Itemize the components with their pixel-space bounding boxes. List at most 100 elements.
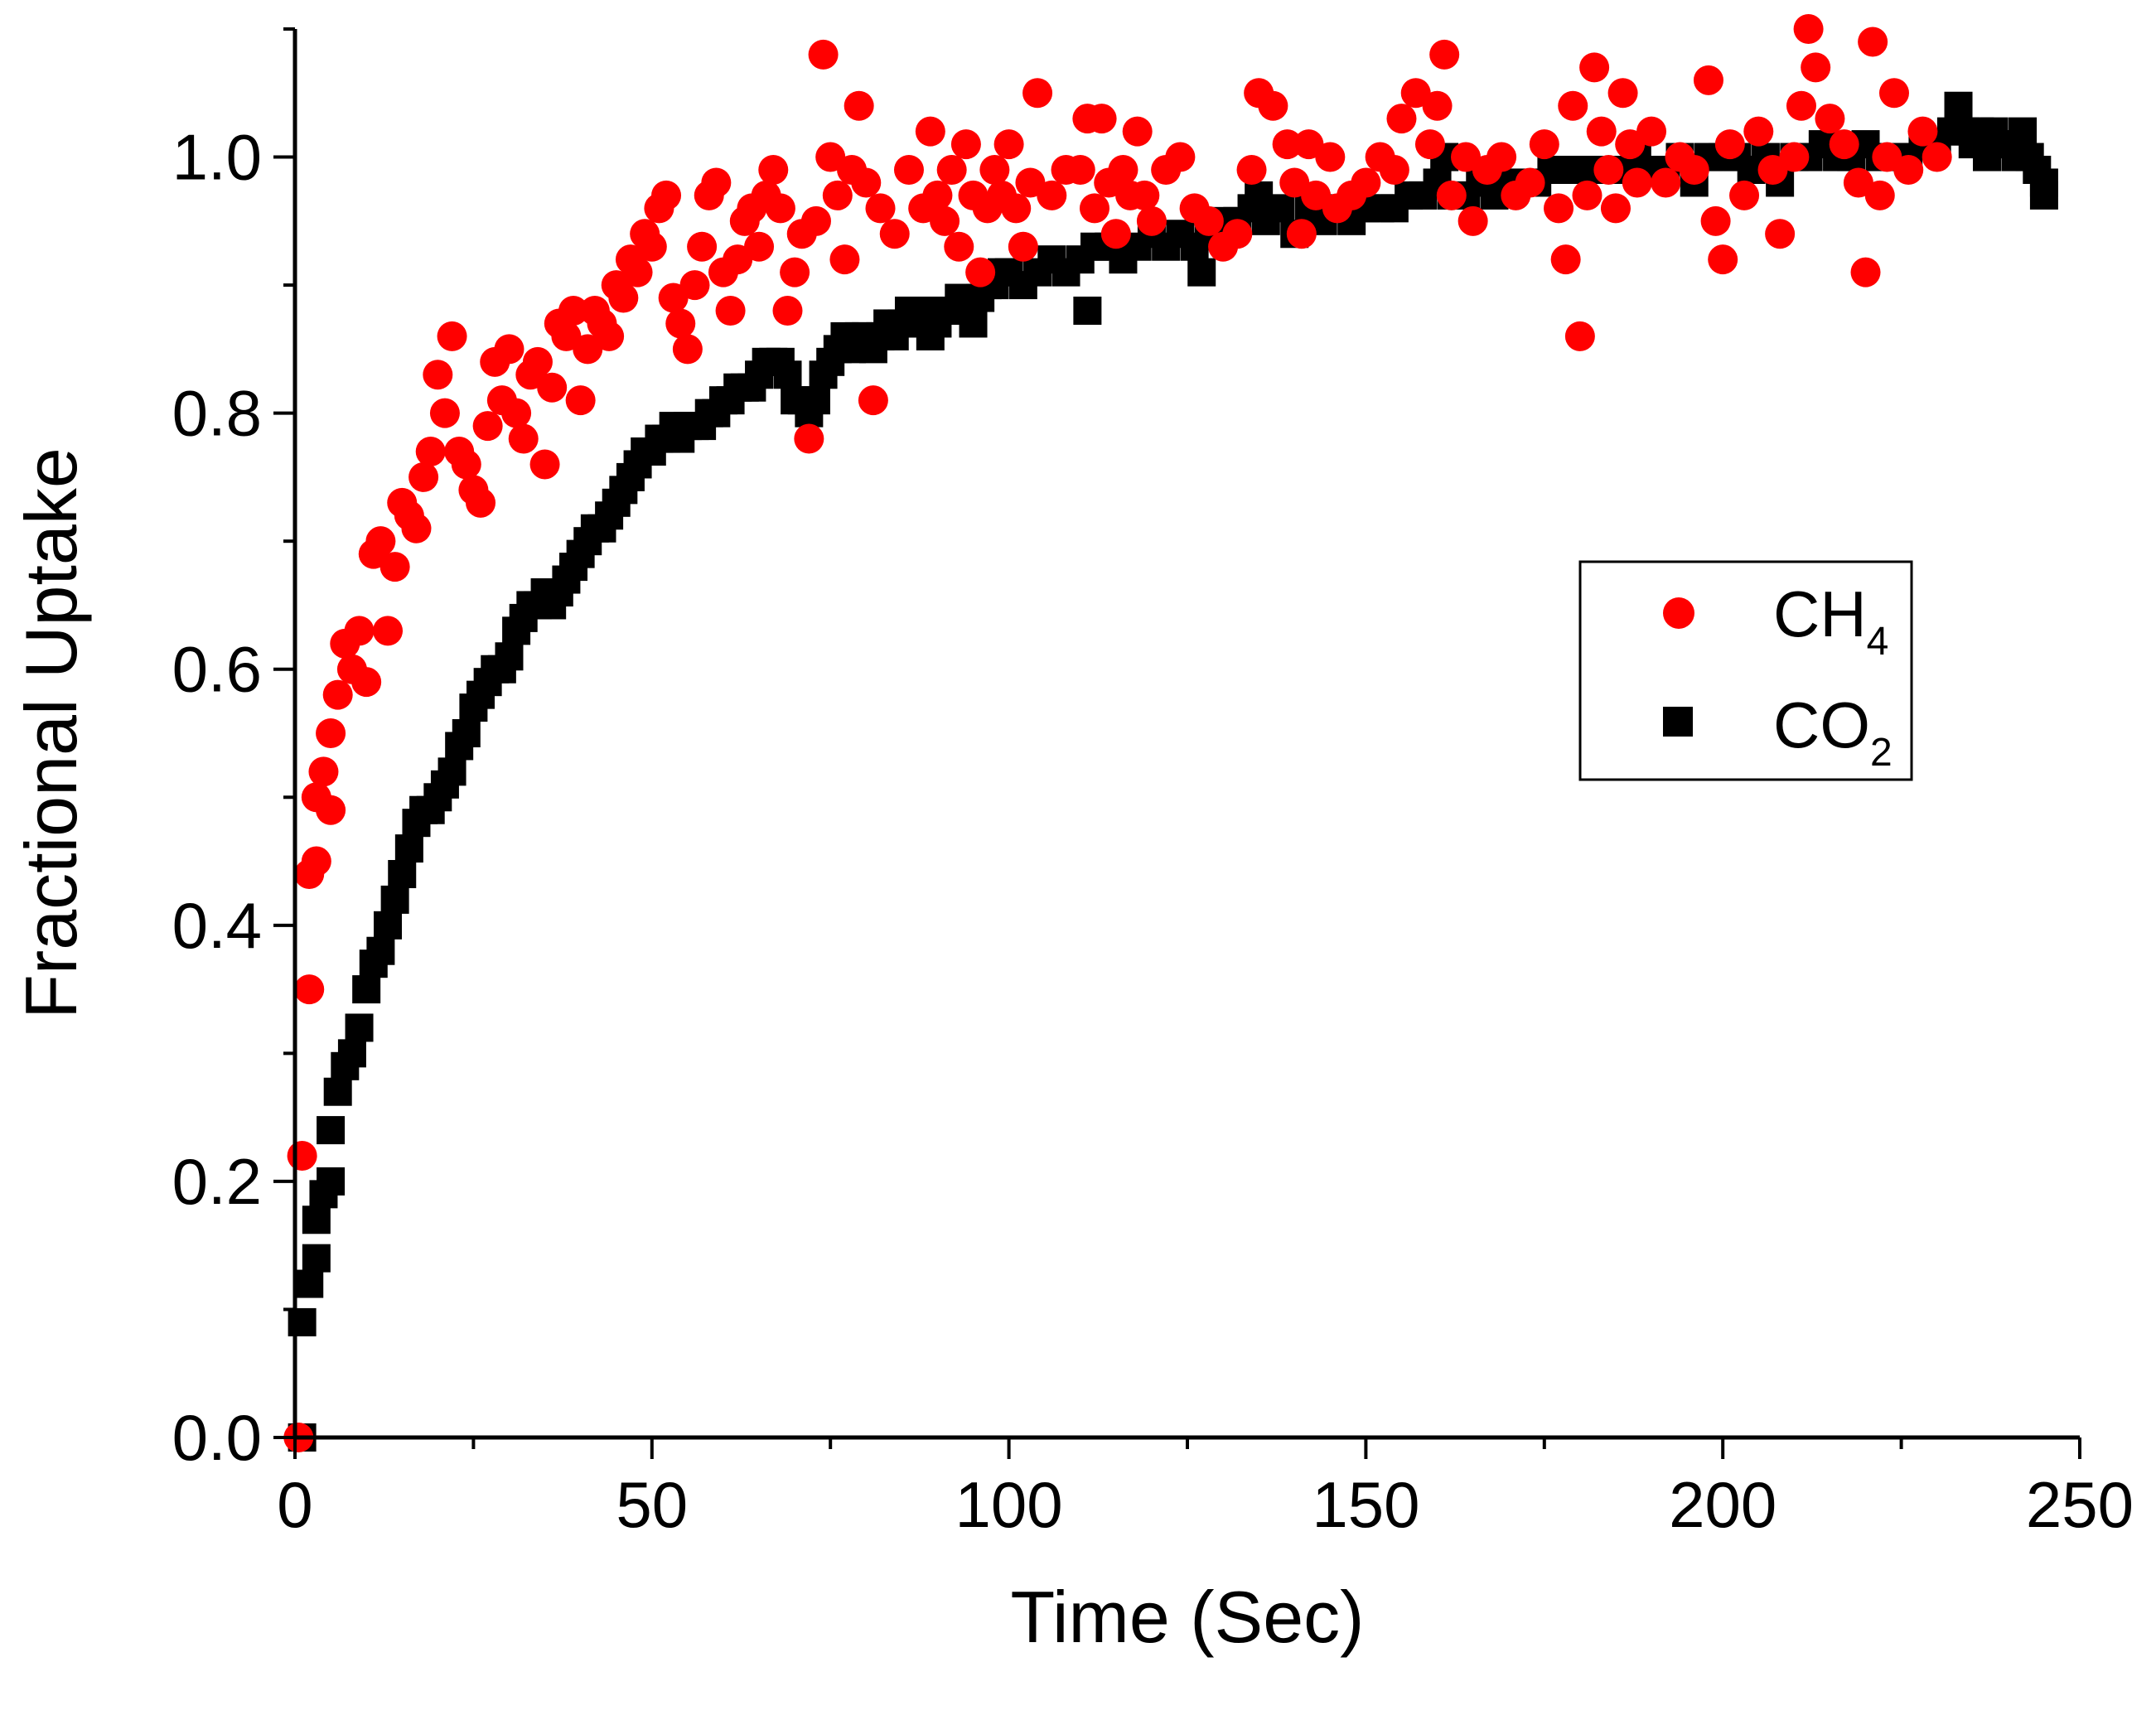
data-point-ch4 xyxy=(1015,167,1046,198)
data-point-ch4 xyxy=(565,385,596,416)
data-point-ch4 xyxy=(373,616,404,646)
data-point-ch4 xyxy=(815,142,846,172)
data-point-ch4 xyxy=(1351,167,1381,198)
x-tick-label: 200 xyxy=(1669,1468,1777,1541)
data-point-ch4 xyxy=(1729,180,1760,210)
legend-label-ch4-sub: 4 xyxy=(1867,620,1889,664)
x-tick-label: 150 xyxy=(1312,1468,1419,1541)
data-point-ch4 xyxy=(529,449,560,480)
legend: CH4 CO2 xyxy=(1578,560,1913,781)
data-point-ch4 xyxy=(723,244,753,275)
data-point-ch4 xyxy=(1651,167,1681,198)
data-point-ch4 xyxy=(429,398,460,428)
plot-marks xyxy=(283,14,2058,1452)
data-point-ch4 xyxy=(1422,90,1453,121)
data-point-ch4 xyxy=(936,155,967,185)
data-point-ch4 xyxy=(1414,129,1445,160)
data-point-ch4 xyxy=(1129,180,1160,210)
data-point-ch4 xyxy=(1193,205,1224,236)
data-point-ch4 xyxy=(1486,142,1517,172)
legend-label-co2: CO2 xyxy=(1773,688,1893,775)
data-point-ch4 xyxy=(930,205,960,236)
data-point-ch4 xyxy=(715,296,746,326)
data-point-ch4 xyxy=(1872,142,1902,172)
data-point-ch4 xyxy=(1793,14,1824,44)
data-point-co2 xyxy=(366,936,395,965)
data-point-ch4 xyxy=(858,385,888,416)
data-point-co2 xyxy=(2029,181,2058,210)
y-ticks: 0.0 0.2 0.4 0.6 0.8 1.0 xyxy=(172,27,295,1474)
data-point-ch4 xyxy=(1079,193,1109,224)
data-point-ch4 xyxy=(744,231,775,262)
data-point-ch4 xyxy=(1679,155,1709,185)
data-point-ch4 xyxy=(1757,155,1788,185)
data-point-ch4 xyxy=(423,360,453,390)
data-point-ch4 xyxy=(679,270,710,301)
data-point-ch4 xyxy=(472,411,503,442)
data-point-ch4 xyxy=(1858,27,1888,57)
data-point-ch4 xyxy=(1272,129,1303,160)
data-point-ch4 xyxy=(1700,205,1731,236)
data-point-co2 xyxy=(380,885,409,914)
data-point-ch4 xyxy=(408,461,439,492)
data-point-ch4 xyxy=(800,205,831,236)
data-point-co2 xyxy=(352,975,381,1004)
data-point-ch4 xyxy=(537,372,568,403)
data-point-ch4 xyxy=(594,321,625,351)
data-point-ch4 xyxy=(765,193,795,224)
data-point-ch4 xyxy=(1843,167,1873,198)
data-point-ch4 xyxy=(1815,104,1845,134)
legend-marker-co2 xyxy=(1663,707,1693,737)
data-point-co2 xyxy=(345,1013,374,1042)
data-point-ch4 xyxy=(1400,78,1431,109)
data-point-ch4 xyxy=(451,449,481,480)
data-point-ch4 xyxy=(1572,180,1602,210)
data-point-ch4 xyxy=(979,155,1010,185)
data-point-ch4 xyxy=(636,231,667,262)
data-point-ch4 xyxy=(1258,90,1288,121)
data-point-ch4 xyxy=(950,129,981,160)
data-point-ch4 xyxy=(1451,142,1482,172)
data-point-ch4 xyxy=(851,167,882,198)
x-tick-label: 100 xyxy=(955,1468,1063,1541)
data-point-co2 xyxy=(1187,258,1216,287)
data-point-ch4 xyxy=(1600,193,1631,224)
y-axis-title: Fractional Uptake xyxy=(10,447,92,1019)
data-point-ch4 xyxy=(608,283,639,313)
x-ticks: 0 50 100 150 200 250 xyxy=(277,1437,2134,1541)
data-point-ch4 xyxy=(1586,116,1617,147)
y-tick-label: 0.8 xyxy=(172,377,262,450)
data-point-ch4 xyxy=(322,679,353,710)
data-point-ch4 xyxy=(1714,129,1745,160)
data-point-ch4 xyxy=(1893,155,1924,185)
data-point-co2 xyxy=(2009,117,2038,146)
y-tick-label: 1.0 xyxy=(172,121,262,194)
data-point-ch4 xyxy=(1922,142,1952,172)
x-tick-label: 250 xyxy=(2026,1468,2134,1541)
data-point-ch4 xyxy=(1001,193,1032,224)
data-point-co2 xyxy=(1266,194,1295,223)
data-point-ch4 xyxy=(1286,219,1317,249)
data-point-co2 xyxy=(302,1244,331,1273)
legend-label-ch4-main: CH xyxy=(1773,577,1867,650)
data-point-ch4 xyxy=(1743,116,1774,147)
y-tick-label: 0.0 xyxy=(172,1401,262,1474)
data-point-co2 xyxy=(337,1039,366,1068)
data-point-co2 xyxy=(302,1205,331,1234)
data-point-ch4 xyxy=(1165,142,1196,172)
y-tick-label: 0.2 xyxy=(172,1145,262,1218)
data-point-ch4 xyxy=(344,616,375,646)
data-point-ch4 xyxy=(522,346,553,377)
legend-box xyxy=(1578,560,1913,781)
y-tick-label: 0.6 xyxy=(172,633,262,706)
data-point-ch4 xyxy=(1622,167,1652,198)
data-point-ch4 xyxy=(1100,219,1131,249)
data-point-ch4 xyxy=(1558,90,1588,121)
data-point-ch4 xyxy=(865,193,896,224)
data-point-ch4 xyxy=(1850,257,1881,287)
data-point-ch4 xyxy=(379,552,410,582)
data-point-ch4 xyxy=(1065,155,1095,185)
data-point-ch4 xyxy=(1086,104,1117,134)
data-point-co2 xyxy=(495,642,524,671)
